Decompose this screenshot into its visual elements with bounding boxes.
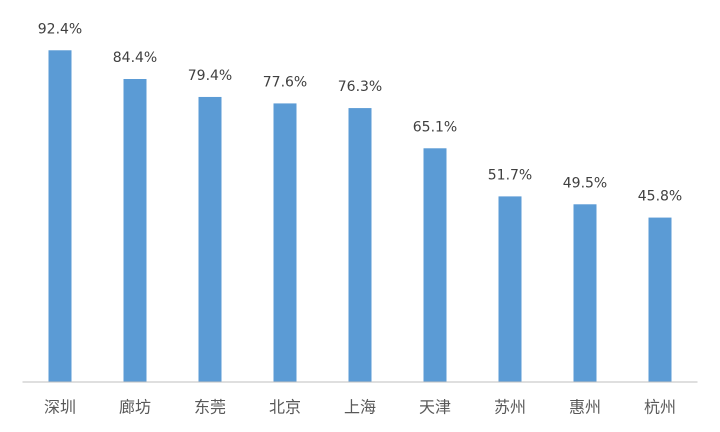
x-tick-label: 北京 [269, 398, 301, 417]
x-tick-label: 杭州 [644, 398, 676, 417]
x-tick-label: 上海 [344, 398, 376, 417]
x-tick-label: 深圳 [44, 398, 76, 417]
bar [648, 217, 672, 382]
bar [348, 108, 372, 382]
x-tick-label: 惠州 [569, 398, 601, 417]
value-label: 45.8% [638, 189, 682, 205]
value-label: 51.7% [488, 167, 532, 183]
x-tick-label: 廊坊 [119, 398, 151, 417]
bar [273, 103, 297, 382]
x-tick-label: 东莞 [194, 398, 226, 417]
value-label: 92.4% [38, 21, 82, 37]
x-tick-label: 天津 [419, 398, 451, 417]
value-label: 76.3% [338, 79, 382, 95]
bar [498, 196, 522, 382]
bar [198, 96, 222, 382]
bar [423, 148, 447, 382]
value-label: 84.4% [113, 50, 157, 66]
value-label: 65.1% [413, 119, 457, 135]
bar [573, 204, 597, 382]
bar [48, 50, 72, 383]
bar [123, 79, 147, 382]
value-label: 79.4% [188, 68, 232, 84]
value-label: 49.5% [563, 175, 607, 191]
x-tick-label: 苏州 [494, 398, 526, 417]
value-label: 77.6% [263, 74, 307, 90]
